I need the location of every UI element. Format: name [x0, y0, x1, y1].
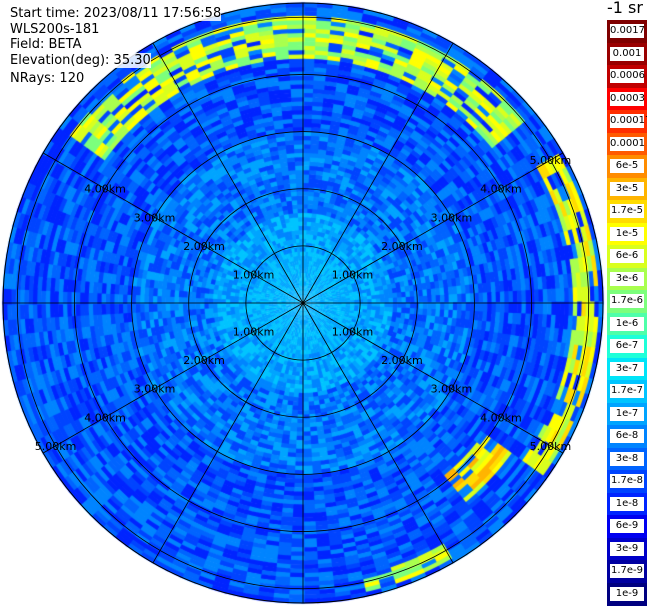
colorbar-tick-label: 1.7e-7	[610, 384, 644, 398]
azimuth-spoke	[302, 152, 564, 304]
colorbar-tick-label: 3e-7	[610, 361, 644, 376]
instrument-label: WLS200s-181	[10, 22, 100, 37]
azimuth-spoke	[152, 42, 304, 304]
colorbar-tick-label: 0.0001	[610, 136, 645, 151]
colorbar-tick-label: 0.0006	[610, 69, 645, 83]
colorbar-tick-label: 0.0003	[610, 91, 645, 106]
nrays-label: NRays: 120	[10, 71, 85, 86]
azimuth-spoke	[302, 302, 564, 454]
range-ring-label: 4.00km	[84, 411, 126, 424]
range-ring-label: 2.00km	[381, 354, 423, 367]
colorbar-tick-label: 0.001	[610, 46, 644, 61]
colorbar-tick-label: 1.7e-9	[610, 564, 644, 578]
colorbar-tick-label: 6e-5	[610, 159, 644, 173]
azimuth-spoke	[302, 302, 454, 564]
range-ring-label: 2.00km	[183, 240, 225, 253]
range-ring-label: 5.00km	[530, 154, 572, 167]
elevation-label: Elevation(deg): 35.30	[10, 53, 151, 68]
colorbar-tick-label: 0.00017	[610, 114, 647, 128]
colorbar-tick-label: 3e-8	[610, 451, 644, 466]
range-ring-label: 5.00km	[35, 440, 77, 453]
range-ring-label: 3.00km	[134, 211, 176, 224]
range-ring-label: 4.00km	[84, 183, 126, 196]
colorbar-tick-label: 3e-6	[610, 271, 644, 286]
range-ring-label: 1.00km	[332, 326, 374, 339]
start-time-label: Start time: 2023/08/11 17:56:58	[10, 6, 222, 21]
colorbar-tick-label: 6e-8	[610, 429, 644, 443]
colorbar-tick-label: 1.7e-6	[610, 294, 644, 308]
colorbar-tick-label: 1.7e-8	[610, 474, 644, 488]
colorbar-tick-label: 1e-9	[610, 586, 644, 601]
ppi-grid-overlay: 1.00km 1.00km 1.00km 1.00km 2.00km 2.00km 2.00…	[2, 2, 604, 604]
range-ring-label: 4.00km	[480, 411, 522, 424]
colorbar-tick-label: 1e-5	[610, 226, 644, 241]
colorbar-tick-label: 1e-8	[610, 496, 644, 511]
azimuth-spoke	[152, 302, 304, 564]
range-ring-label: 5.00km	[530, 440, 572, 453]
range-ring-label: 3.00km	[431, 383, 473, 396]
range-ring-label: 3.00km	[431, 211, 473, 224]
azimuth-spoke	[302, 42, 454, 304]
colorbar-tick-label: 1.7e-5	[610, 204, 644, 218]
azimuth-spoke	[42, 152, 304, 304]
field-label: Field: BETA	[10, 37, 82, 52]
colorbar-tick-label: 0.0017	[610, 24, 645, 38]
azimuth-spoke	[42, 302, 304, 454]
colorbar-tick-label: 1e-7	[610, 406, 644, 421]
colorbar-unit: -1 sr	[607, 0, 643, 17]
colorbar-tick-label: 6e-9	[610, 519, 644, 533]
range-ring-label: 2.00km	[381, 240, 423, 253]
range-ring-label: 2.00km	[183, 354, 225, 367]
colorbar-tick-label: 1e-6	[610, 316, 644, 331]
range-ring-label: 1.00km	[233, 326, 275, 339]
colorbar-tick-label: 3e-5	[610, 181, 644, 196]
colorbar-tick-label: 3e-9	[610, 541, 644, 556]
range-ring-label: 1.00km	[332, 268, 374, 281]
colorbar-tick-label: 6e-6	[610, 249, 644, 263]
range-ring-label: 3.00km	[134, 383, 176, 396]
range-ring-label: 1.00km	[233, 268, 275, 281]
range-ring-label: 4.00km	[480, 183, 522, 196]
colorbar-tick-label: 6e-7	[610, 339, 644, 353]
